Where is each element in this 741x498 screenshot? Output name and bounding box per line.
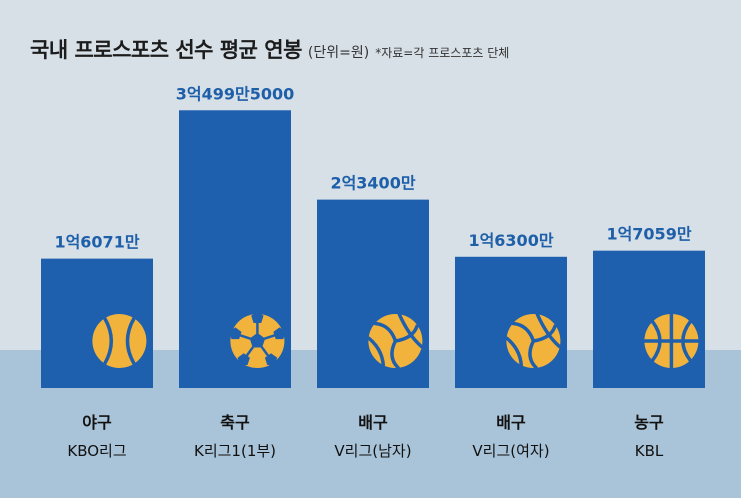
subcategory-label-1: K리그1(1부) (194, 442, 276, 460)
category-label-0: 야구 (82, 413, 112, 432)
volleyball-icon (505, 312, 562, 370)
value-label-3: 1억6300만 (468, 231, 553, 250)
bar-4 (593, 250, 705, 388)
chart-title: 국내 프로스포츠 선수 평균 연봉 (30, 38, 302, 62)
category-label-4: 농구 (634, 413, 664, 432)
baseball-icon (92, 314, 147, 368)
category-label-1: 축구 (220, 413, 250, 432)
source-note: *자료=각 프로스포츠 단체 (375, 46, 510, 60)
category-label-3: 배구 (496, 413, 526, 432)
title-row: 국내 프로스포츠 선수 평균 연봉 (단위=원) *자료=각 프로스포츠 단체 (30, 34, 509, 64)
subcategory-label-3: V리그(여자) (472, 442, 549, 460)
subcategory-label-4: KBL (635, 442, 664, 460)
value-label-1: 3억499만5000 (176, 84, 295, 103)
value-label-4: 1억7059만 (606, 225, 691, 244)
value-label-2: 2억3400만 (330, 174, 415, 193)
subcategory-label-2: V리그(남자) (334, 442, 411, 460)
basketball-icon (642, 312, 701, 370)
value-label-0: 1억6071만 (54, 233, 139, 252)
volleyball-icon (367, 312, 424, 370)
unit-label: (단위=원) (307, 45, 370, 61)
subcategory-label-0: KBO리그 (67, 442, 126, 460)
category-label-2: 배구 (358, 413, 388, 432)
soccer-ball-icon (229, 311, 286, 368)
